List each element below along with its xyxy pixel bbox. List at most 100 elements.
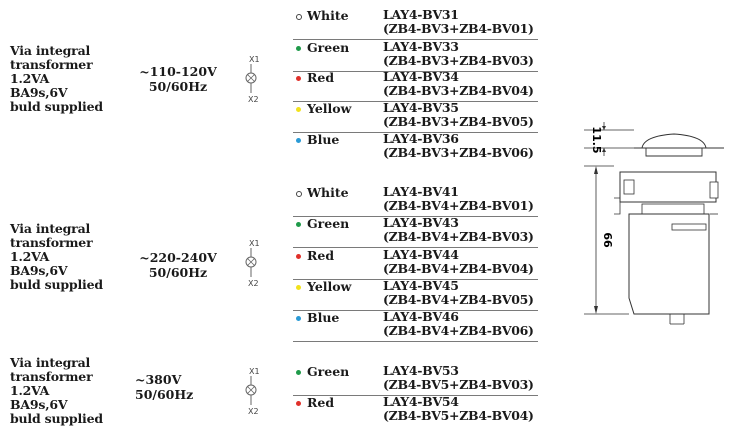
dimension-drawing: 11.5 66 [584,122,724,325]
model-cell: LAY4-BV44 (ZB4-BV4+ZB4-BV04) [383,248,541,276]
frequency: 50/60Hz [148,265,208,280]
model-combo: (ZB4-BV4+ZB4-BV06) [383,323,534,338]
model-number: LAY4-BV44 [383,247,459,262]
color-name: Green [307,216,350,231]
desc-line: buld supplied [10,277,103,292]
lamp-symbol-icon: X1 X2 [245,367,260,416]
model-combo: (ZB4-BV5+ZB4-BV04) [383,408,534,423]
desc-line: Via integral [10,221,91,236]
frequency: 50/60Hz [135,387,194,402]
terminal-x2-label: X2 [248,279,259,288]
group-2-description: Via integral transformer 1.2VA BA9s,6V b… [10,222,130,292]
group-1-description: Via integral transformer 1.2VA BA9s,6V b… [10,44,130,114]
model-cell: LAY4-BV45 (ZB4-BV4+ZB4-BV05) [383,279,541,307]
model-number: LAY4-BV53 [383,363,459,378]
yellow-dot-icon [296,107,301,112]
desc-line: Via integral [10,43,91,58]
color-name: Red [307,248,335,263]
green-dot-icon [296,370,301,375]
table-row: Green LAY4-BV33 (ZB4-BV3+ZB4-BV03) [293,40,538,72]
model-combo: (ZB4-BV4+ZB4-BV04) [383,261,534,276]
model-cell: LAY4-BV36 (ZB4-BV3+ZB4-BV06) [383,132,541,160]
model-number: LAY4-BV35 [383,100,459,115]
group-2-voltage: ~220-240V 50/60Hz [132,250,224,280]
model-cell: LAY4-BV33 (ZB4-BV3+ZB4-BV03) [383,40,541,68]
desc-line: BA9s,6V [10,397,68,412]
color-name: Red [307,70,335,85]
table-row: Blue LAY4-BV36 (ZB4-BV3+ZB4-BV06) [293,132,538,163]
color-name: Yellow [307,279,352,294]
model-combo: (ZB4-BV4+ZB4-BV05) [383,292,534,307]
model-combo: (ZB4-BV3+ZB4-BV05) [383,114,534,129]
table-row: Blue LAY4-BV46 (ZB4-BV4+ZB4-BV06) [293,310,538,342]
model-cell: LAY4-BV41 (ZB4-BV4+ZB4-BV01) [383,185,541,213]
desc-line: Via integral [10,355,91,370]
blue-dot-icon [296,138,301,143]
desc-line: buld supplied [10,99,103,114]
model-number: LAY4-BV34 [383,69,459,84]
color-name: White [307,8,349,23]
model-cell: LAY4-BV53 (ZB4-BV5+ZB4-BV03) [383,364,541,392]
desc-line: transformer [10,235,93,250]
voltage-range: ~110-120V [139,64,217,79]
desc-line: 1.2VA [10,71,50,86]
model-number: LAY4-BV33 [383,39,459,54]
voltage-range: ~380V [135,372,182,387]
table-row: Red LAY4-BV44 (ZB4-BV4+ZB4-BV04) [293,248,538,280]
desc-line: BA9s,6V [10,263,68,278]
model-cell: LAY4-BV46 (ZB4-BV4+ZB4-BV06) [383,310,541,338]
table-row: Red LAY4-BV54 (ZB4-BV5+ZB4-BV04) [293,395,538,426]
table-row: White LAY4-BV41 (ZB4-BV4+ZB4-BV01) [293,185,538,217]
model-number: LAY4-BV31 [383,7,459,22]
color-name: Green [307,364,350,379]
color-name: Blue [307,132,340,147]
model-cell: LAY4-BV43 (ZB4-BV4+ZB4-BV03) [383,216,541,244]
white-dot-icon [296,191,302,197]
desc-line: transformer [10,57,93,72]
green-dot-icon [296,46,301,51]
model-cell: LAY4-BV54 (ZB4-BV5+ZB4-BV04) [383,395,541,423]
model-combo: (ZB4-BV3+ZB4-BV01) [383,21,534,36]
terminal-x1-label: X1 [249,239,260,248]
model-number: LAY4-BV46 [383,309,459,324]
desc-line: transformer [10,369,93,384]
group-3-description: Via integral transformer 1.2VA BA9s,6V b… [10,356,130,426]
group-1-voltage: ~110-120V 50/60Hz [132,64,224,94]
voltage-range: ~220-240V [139,250,217,265]
terminal-x2-label: X2 [248,407,259,416]
color-name: Yellow [307,101,352,116]
terminal-x1-label: X1 [249,55,260,64]
color-name: Blue [307,310,340,325]
model-cell: LAY4-BV31 (ZB4-BV3+ZB4-BV01) [383,8,541,36]
model-number: LAY4-BV54 [383,394,459,409]
model-combo: (ZB4-BV3+ZB4-BV06) [383,145,534,160]
lamp-symbol-icon: X1 X2 [245,239,260,288]
frequency: 50/60Hz [148,79,208,94]
terminal-x2-label: X2 [248,95,259,104]
red-dot-icon [296,401,301,406]
table-row: Yellow LAY4-BV45 (ZB4-BV4+ZB4-BV05) [293,279,538,311]
terminal-x1-label: X1 [249,367,260,376]
dim-height-label: 66 [601,232,614,248]
desc-line: 1.2VA [10,383,50,398]
model-number: LAY4-BV36 [383,131,459,146]
model-combo: (ZB4-BV3+ZB4-BV03) [383,53,534,68]
table-row: White LAY4-BV31 (ZB4-BV3+ZB4-BV01) [293,8,538,40]
model-combo: (ZB4-BV3+ZB4-BV04) [383,83,534,98]
model-number: LAY4-BV45 [383,278,459,293]
table-row: Red LAY4-BV34 (ZB4-BV3+ZB4-BV04) [293,70,538,102]
model-number: LAY4-BV43 [383,215,459,230]
table-row: Green LAY4-BV43 (ZB4-BV4+ZB4-BV03) [293,216,538,248]
lamp-symbol-icon: X1 X2 [245,55,260,104]
table-row: Green LAY4-BV53 (ZB4-BV5+ZB4-BV03) [293,364,538,396]
desc-line: BA9s,6V [10,85,68,100]
dim-top-label: 11.5 [590,126,603,153]
red-dot-icon [296,254,301,259]
green-dot-icon [296,222,301,227]
model-number: LAY4-BV41 [383,184,459,199]
yellow-dot-icon [296,285,301,290]
model-combo: (ZB4-BV5+ZB4-BV03) [383,377,534,392]
blue-dot-icon [296,316,301,321]
white-dot-icon [296,14,302,20]
red-dot-icon [296,76,301,81]
